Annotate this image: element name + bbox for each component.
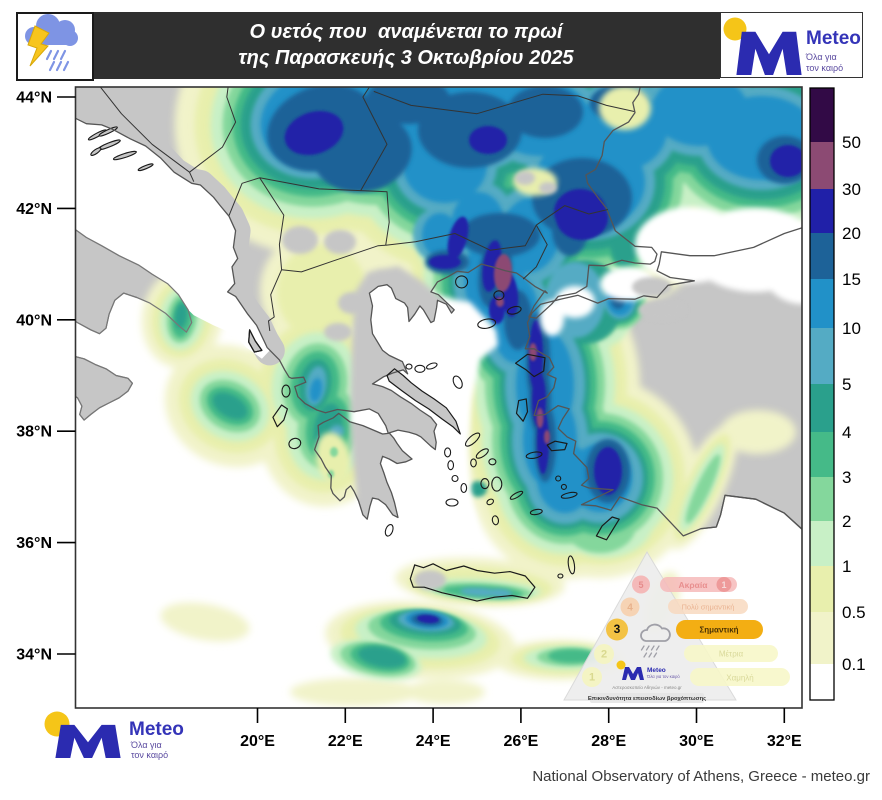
- svg-text:38°N: 38°N: [16, 424, 52, 441]
- svg-text:30: 30: [842, 180, 861, 199]
- svg-text:Αστεροσκοπείο Αθηνών - meteo.g: Αστεροσκοπείο Αθηνών - meteo.gr: [612, 684, 682, 690]
- svg-text:Σημαντική: Σημαντική: [699, 626, 738, 635]
- svg-text:44°N: 44°N: [16, 90, 52, 107]
- svg-text:1: 1: [721, 580, 726, 590]
- svg-text:0.5: 0.5: [842, 603, 866, 622]
- svg-text:22°E: 22°E: [328, 733, 363, 750]
- svg-text:1: 1: [589, 672, 595, 684]
- svg-text:Επικινδυνότητα επεισοδίων βροχ: Επικινδυνότητα επεισοδίων βροχόπτωσης: [588, 696, 706, 702]
- svg-text:34°N: 34°N: [16, 647, 52, 664]
- svg-text:5: 5: [638, 580, 643, 590]
- svg-text:Μέτρια: Μέτρια: [719, 650, 744, 659]
- svg-text:3: 3: [614, 622, 621, 636]
- svg-text:τον καιρό: τον καιρό: [806, 63, 843, 73]
- svg-text:10: 10: [842, 319, 861, 338]
- svg-text:Όλα για: Όλα για: [130, 740, 162, 750]
- svg-text:Χαμηλή: Χαμηλή: [726, 674, 753, 683]
- svg-text:15: 15: [842, 270, 861, 289]
- svg-text:Meteo: Meteo: [806, 28, 861, 49]
- svg-text:3: 3: [842, 468, 851, 487]
- svg-text:40°N: 40°N: [16, 312, 52, 329]
- svg-text:50: 50: [842, 133, 861, 152]
- svg-text:4: 4: [842, 423, 851, 442]
- svg-text:26°E: 26°E: [503, 733, 538, 750]
- svg-text:36°N: 36°N: [16, 535, 52, 552]
- svg-text:5: 5: [842, 375, 851, 394]
- svg-text:30°E: 30°E: [679, 733, 714, 750]
- svg-text:20: 20: [842, 224, 861, 243]
- svg-text:32°E: 32°E: [767, 733, 802, 750]
- svg-text:20°E: 20°E: [240, 733, 275, 750]
- svg-text:Πολύ σημαντική: Πολύ σημαντική: [682, 603, 735, 612]
- svg-text:Όλα για τον καιρό: Όλα για τον καιρό: [646, 674, 680, 679]
- svg-text:Ακραία: Ακραία: [679, 580, 709, 590]
- svg-text:Meteo: Meteo: [129, 719, 184, 740]
- svg-text:Meteo: Meteo: [647, 667, 666, 674]
- svg-text:2: 2: [842, 512, 851, 531]
- svg-text:28°E: 28°E: [591, 733, 626, 750]
- svg-text:2: 2: [601, 649, 607, 661]
- svg-text:0.1: 0.1: [842, 655, 866, 674]
- svg-text:42°N: 42°N: [16, 201, 52, 218]
- svg-text:Όλα για: Όλα για: [805, 52, 837, 62]
- svg-text:τον καιρό: τον καιρό: [131, 750, 168, 760]
- svg-text:4: 4: [627, 603, 633, 614]
- svg-text:1: 1: [842, 557, 851, 576]
- svg-text:24°E: 24°E: [416, 733, 451, 750]
